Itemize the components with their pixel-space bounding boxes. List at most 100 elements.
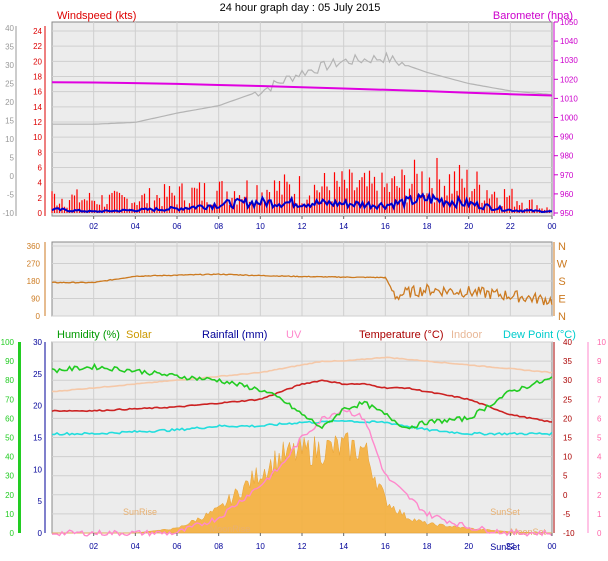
temp-y-tick-label: 35: [563, 357, 572, 366]
baro-y-tick-label: 980: [560, 152, 574, 161]
rain-y-tick-label: 30: [33, 338, 42, 347]
outside-temp-grey-path: [52, 51, 553, 125]
barometer-line: [51, 81, 553, 97]
humidity-y-tick-label: 40: [5, 453, 14, 462]
humidity-y-tick-label: 20: [5, 491, 14, 500]
wind-y-tick-label: 18: [33, 73, 42, 82]
x-tick-label: 16: [381, 222, 390, 231]
humidity-path: [51, 362, 553, 430]
x-tick-label: 06: [173, 222, 182, 231]
x-tick-label: 10: [256, 222, 265, 231]
x-tick-label: 12: [298, 542, 307, 551]
outer-y-tick-label: 25: [5, 80, 14, 89]
x-tick-label: 16: [381, 542, 390, 551]
outer-y-tick-label: 40: [5, 24, 14, 33]
wind-y-tick-label: 14: [33, 103, 42, 112]
direction-y-tick-label: 180: [27, 277, 41, 286]
legend-dewpoint: Dew Point (°C): [503, 329, 576, 341]
compass-label: E: [558, 294, 565, 306]
rain-y-tick-label: 25: [33, 370, 42, 379]
wind-baro-panel: 24 hour graph day : 05 July 2015 Windspe…: [2, 2, 578, 231]
rain-y-tick-label: 20: [33, 402, 42, 411]
humidity-y-tick-label: 30: [5, 472, 14, 481]
annotation-label: SunRise: [123, 507, 157, 517]
wind-y-tick-label: 16: [33, 88, 42, 97]
uv-path: [51, 408, 553, 537]
windspeed-axis-title: Windspeed (kts): [57, 10, 136, 22]
direction-path: [51, 273, 553, 306]
baro-y-tick-label: 1030: [560, 56, 578, 65]
wind-grid: [52, 22, 552, 216]
temp-y-tick-label: 25: [563, 395, 572, 404]
outer-y-tick-label: 35: [5, 43, 14, 52]
temp-y-tick-label: 40: [563, 338, 572, 347]
rain-y-tick-label: 10: [33, 465, 42, 474]
x-tick-label: 20: [464, 542, 473, 551]
x-tick-label: 22: [506, 542, 515, 551]
x-tick-label: 02: [89, 542, 98, 551]
wind-y-tick-label: 10: [33, 133, 42, 142]
direction-line: [51, 273, 553, 306]
legend-temperature: Temperature (°C): [359, 329, 443, 341]
wind-y-tick-label: 6: [38, 164, 43, 173]
x-tick-label: 12: [298, 222, 307, 231]
temp-y-tick-label: 30: [563, 376, 572, 385]
direction-y-tick-label: 0: [36, 312, 41, 321]
compass-label: W: [557, 259, 568, 271]
x-tick-label: 20: [464, 222, 473, 231]
baro-y-tick-label: 1020: [560, 75, 578, 84]
humidity-y-tick-label: 100: [1, 338, 15, 347]
humidity-axis-bar: [18, 342, 21, 533]
uv-y-tick-label: 8: [597, 376, 602, 385]
temp-y-tick-label: 0: [563, 491, 568, 500]
baro-y-tick-label: 960: [560, 190, 574, 199]
annotation-label: SunSet: [490, 507, 520, 517]
temp-y-tick-label: 5: [563, 472, 568, 481]
wind-gust-bars: [51, 157, 551, 213]
temp-y-tick-label: -5: [563, 510, 571, 519]
x-tick-label: 08: [214, 222, 223, 231]
outer-y-tick-label: 20: [5, 98, 14, 107]
x-tick-label: 00: [548, 542, 557, 551]
humidity-y-tick-label: 90: [5, 357, 14, 366]
annotation-label: MoonSet: [510, 527, 547, 537]
temp-y-tick-label: 20: [563, 414, 572, 423]
wind-y-tick-label: 12: [33, 118, 42, 127]
indoor-temp-path: [52, 356, 553, 393]
baro-y-tick-label: 990: [560, 133, 574, 142]
dewpoint-path: [52, 419, 553, 436]
uv-y-tick-label: 1: [597, 510, 602, 519]
legend-rainfall: Rainfall (mm): [202, 329, 267, 341]
uv-y-tick-label: 2: [597, 491, 602, 500]
x-tick-label: 04: [131, 542, 140, 551]
wind-y-tick-label: 2: [38, 194, 43, 203]
legend-solar: Solar: [126, 329, 152, 341]
uv-y-tick-label: 0: [597, 529, 602, 538]
outer-y-tick-label: -10: [2, 209, 14, 218]
x-tick-label: 22: [506, 222, 515, 231]
x-tick-label: 14: [339, 542, 348, 551]
uv-y-tick-label: 4: [597, 453, 602, 462]
baro-y-tick-label: 1010: [560, 94, 578, 103]
temperature-path: [51, 379, 553, 423]
rain-y-tick-label: 15: [33, 434, 42, 443]
outer-y-tick-label: 5: [10, 154, 15, 163]
uv-y-tick-label: 6: [597, 414, 602, 423]
humidity-temp-panel: Humidity (%) Solar Rainfall (mm) UV Temp…: [1, 329, 607, 552]
x-tick-label: 04: [131, 222, 140, 231]
outer-y-tick-label: 15: [5, 117, 14, 126]
compass-label: N: [558, 311, 566, 323]
baro-y-tick-label: 950: [560, 209, 574, 218]
barometer-path: [51, 81, 553, 97]
humidity-y-tick-label: 0: [10, 529, 15, 538]
wind-average-path: [51, 191, 553, 214]
x-tick-label: 06: [173, 542, 182, 551]
outer-y-tick-label: 30: [5, 61, 14, 70]
x-tick-label: 08: [214, 542, 223, 551]
humidity-y-tick-label: 10: [5, 510, 14, 519]
annotation-label: SunSet: [490, 542, 520, 552]
wind-y-tick-label: 0: [38, 209, 43, 218]
outer-y-tick-label: 0: [10, 172, 15, 181]
baro-y-tick-label: 1000: [560, 114, 578, 123]
